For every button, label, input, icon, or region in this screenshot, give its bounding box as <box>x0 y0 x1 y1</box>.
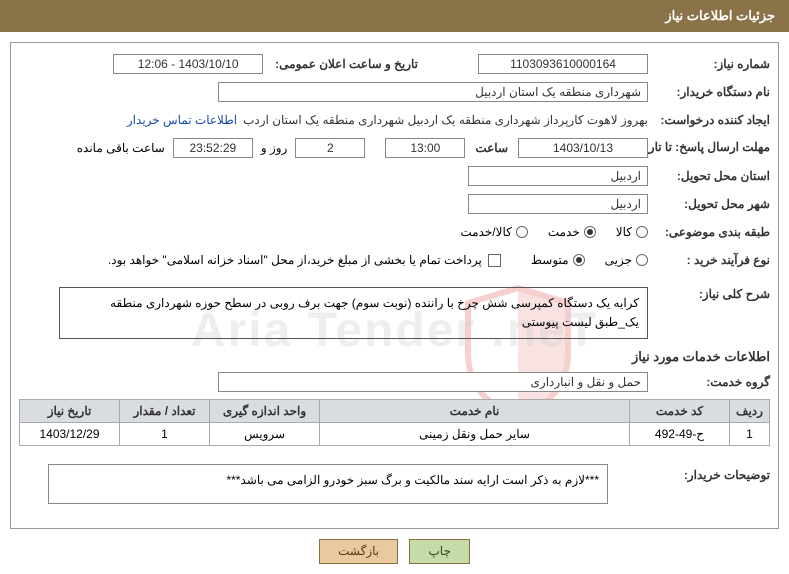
payment-note: پرداخت تمام یا بخشی از مبلغ خرید،از محل … <box>108 253 482 267</box>
radio-icon <box>636 254 648 266</box>
delivery-province-label: استان محل تحویل: <box>654 169 770 183</box>
deadline-hour-value: 13:00 <box>385 138 465 158</box>
cell-name: سایر حمل ونقل زمینی <box>320 423 630 446</box>
payment-checkbox[interactable] <box>488 254 501 267</box>
ann-date-value: 1403/10/10 - 12:06 <box>113 54 263 74</box>
requester-value: بهروز لاهوت کارپرداز شهرداری منطقه یک ار… <box>243 113 648 127</box>
row-deadline: مهلت ارسال پاسخ: تا تاریخ: 1403/10/13 سا… <box>19 137 770 159</box>
th-qty: تعداد / مقدار <box>120 400 210 423</box>
service-group-label: گروه خدمت: <box>654 375 770 389</box>
content-panel: Aria Tender .neT شماره نیاز: 11030936100… <box>10 42 779 529</box>
overview-box: کرایه یک دستگاه کمپرسی شش چرخ با راننده … <box>59 287 648 339</box>
deadline-label: مهلت ارسال پاسخ: تا تاریخ: <box>654 140 770 156</box>
overview-label: شرح کلی نیاز: <box>654 287 770 301</box>
th-name: نام خدمت <box>320 400 630 423</box>
row-buyer-notes: توضیحات خریدار: ***لازم به ذکر است ارایه… <box>19 456 770 512</box>
deadline-date-value: 1403/10/13 <box>518 138 648 158</box>
delivery-city-value: اردبیل <box>468 194 648 214</box>
cell-code: ح-49-492 <box>630 423 730 446</box>
th-unit: واحد اندازه گیری <box>210 400 320 423</box>
row-category: طبقه بندی موضوعی: کالا خدمت کالا/خدمت <box>19 221 770 243</box>
hour-label: ساعت <box>475 141 508 155</box>
buyer-notes-label: توضیحات خریدار: <box>654 468 770 482</box>
ann-date-label: تاریخ و ساعت اعلان عمومی: <box>275 57 418 71</box>
cell-unit: سرویس <box>210 423 320 446</box>
page-header: جزئیات اطلاعات نیاز <box>0 0 789 32</box>
services-section-title: اطلاعات خدمات مورد نیاز <box>19 349 770 365</box>
radio-minor[interactable]: جزیی <box>605 253 648 267</box>
header-title: جزئیات اطلاعات نیاز <box>665 8 775 23</box>
row-delivery-city: شهر محل تحویل: اردبیل <box>19 193 770 215</box>
radio-icon <box>573 254 585 266</box>
print-button[interactable]: چاپ <box>409 539 469 564</box>
delivery-city-label: شهر محل تحویل: <box>654 197 770 211</box>
need-number-label: شماره نیاز: <box>654 57 770 71</box>
days-value: 2 <box>295 138 365 158</box>
countdown-value: 23:52:29 <box>173 138 253 158</box>
back-button[interactable]: بازگشت <box>319 539 398 564</box>
row-buyer-org: نام دستگاه خریدار: شهرداری منطقه یک استا… <box>19 81 770 103</box>
page-container: جزئیات اطلاعات نیاز Aria Tender .neT شما… <box>0 0 789 564</box>
service-group-value: حمل و نقل و انبارداری <box>218 372 648 392</box>
cell-date: 1403/12/29 <box>20 423 120 446</box>
buyer-org-label: نام دستگاه خریدار: <box>654 85 770 99</box>
th-date: تاریخ نیاز <box>20 400 120 423</box>
remaining-label: ساعت باقی مانده <box>77 141 165 155</box>
category-label: طبقه بندی موضوعی: <box>654 225 770 239</box>
radio-medium[interactable]: متوسط <box>531 253 585 267</box>
process-radio-group: جزیی متوسط <box>531 253 648 267</box>
row-need-number: شماره نیاز: 1103093610000164 تاریخ و ساع… <box>19 53 770 75</box>
radio-icon <box>636 226 648 238</box>
th-code: کد خدمت <box>630 400 730 423</box>
buyer-notes-box: ***لازم به ذکر است ارایه سند مالکیت و بر… <box>48 464 608 504</box>
requester-label: ایجاد کننده درخواست: <box>654 113 770 127</box>
row-service-group: گروه خدمت: حمل و نقل و انبارداری <box>19 371 770 393</box>
row-overview: شرح کلی نیاز: کرایه یک دستگاه کمپرسی شش … <box>19 287 770 339</box>
delivery-province-value: اردبیل <box>468 166 648 186</box>
buyer-org-value: شهرداری منطقه یک استان اردبیل <box>218 82 648 102</box>
contact-link[interactable]: اطلاعات تماس خریدار <box>127 113 237 127</box>
radio-icon <box>584 226 596 238</box>
radio-service[interactable]: خدمت <box>548 225 596 239</box>
radio-goods[interactable]: کالا <box>616 225 648 239</box>
table-header-row: ردیف کد خدمت نام خدمت واحد اندازه گیری ت… <box>20 400 770 423</box>
category-radio-group: کالا خدمت کالا/خدمت <box>460 225 648 239</box>
row-process: نوع فرآیند خرید : جزیی متوسط پرداخت تمام… <box>19 249 770 271</box>
services-table: ردیف کد خدمت نام خدمت واحد اندازه گیری ت… <box>19 399 770 446</box>
row-delivery-province: استان محل تحویل: اردبیل <box>19 165 770 187</box>
cell-qty: 1 <box>120 423 210 446</box>
table-row: 1 ح-49-492 سایر حمل ونقل زمینی سرویس 1 1… <box>20 423 770 446</box>
days-and-label: روز و <box>261 141 288 155</box>
radio-goods-service[interactable]: کالا/خدمت <box>460 225 527 239</box>
process-label: نوع فرآیند خرید : <box>654 253 770 267</box>
th-row: ردیف <box>730 400 770 423</box>
cell-row: 1 <box>730 423 770 446</box>
row-requester: ایجاد کننده درخواست: بهروز لاهوت کارپردا… <box>19 109 770 131</box>
radio-icon <box>516 226 528 238</box>
need-number-value: 1103093610000164 <box>478 54 648 74</box>
buttons-row: چاپ بازگشت <box>0 539 789 564</box>
